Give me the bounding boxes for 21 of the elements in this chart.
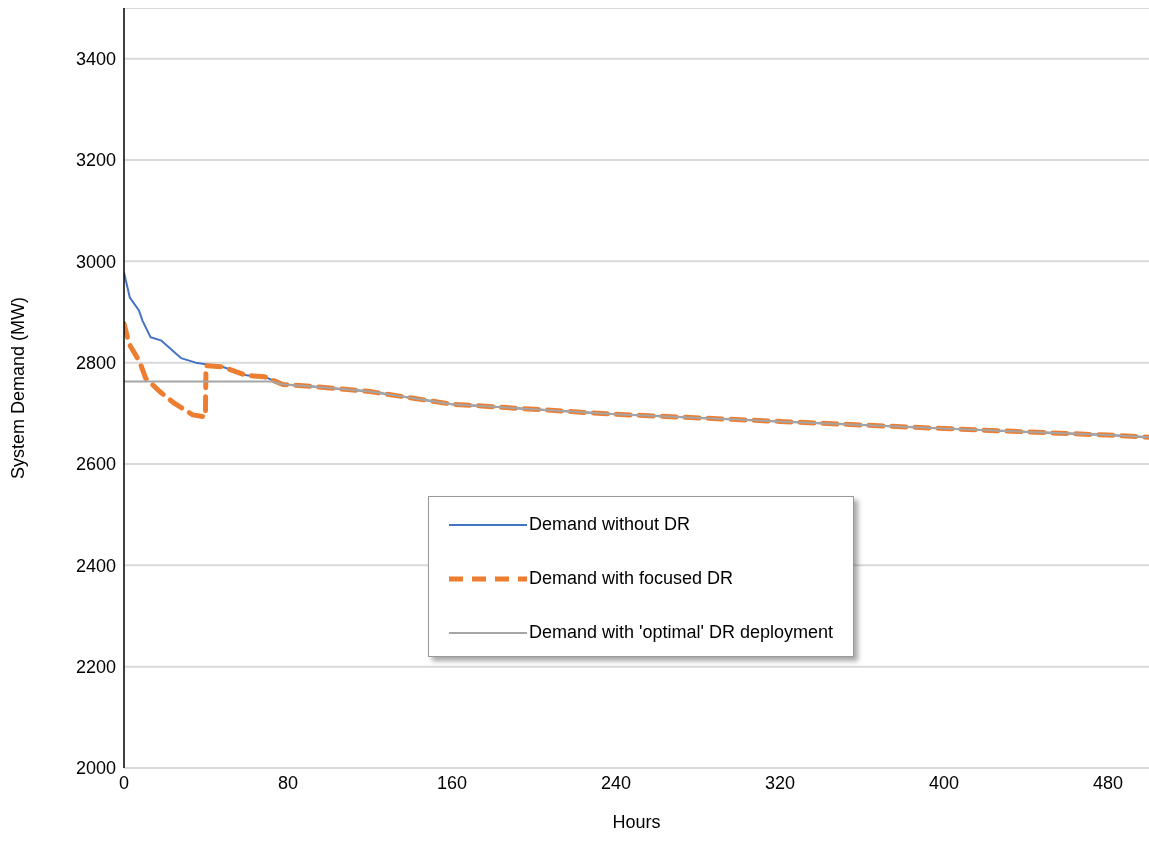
x-tick-label: 400: [928, 772, 960, 793]
y-tick-label: 2600: [75, 454, 116, 475]
x-tick-label: 160: [436, 772, 468, 793]
legend-label: Demand without DR: [529, 514, 691, 535]
y-tick-label: 3000: [75, 251, 116, 272]
x-axis-title: Hours: [612, 812, 661, 832]
y-axis-title: System Demand (MW): [8, 296, 29, 480]
x-tick-label: 320: [764, 772, 796, 793]
y-tick-label: 2400: [75, 555, 116, 576]
y-tick-label: 2200: [75, 657, 116, 678]
x-tick-label: 80: [277, 772, 299, 793]
legend-label: Demand with focused DR: [529, 568, 734, 589]
x-tick-label: 480: [1092, 772, 1124, 793]
legend-label: Demand with 'optimal' DR deployment: [529, 622, 834, 643]
line-series: [124, 380, 1149, 439]
x-tick-label: 240: [600, 772, 632, 793]
x-tick-label: 0: [118, 772, 130, 793]
y-tick-label: 3400: [75, 49, 116, 70]
y-tick-label: 2000: [75, 758, 116, 779]
y-tick-label: 2800: [75, 353, 116, 374]
y-tick-label: 3200: [75, 150, 116, 171]
